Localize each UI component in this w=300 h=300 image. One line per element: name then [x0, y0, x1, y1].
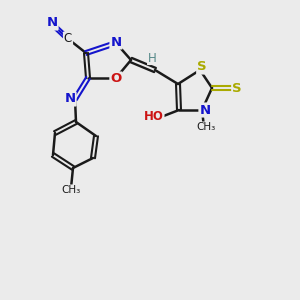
Text: H: H: [148, 52, 156, 64]
Text: CH₃: CH₃: [196, 122, 216, 132]
Text: C: C: [64, 32, 72, 46]
Text: N: N: [110, 35, 122, 49]
Text: S: S: [232, 82, 242, 94]
Text: S: S: [197, 61, 207, 74]
Text: CH₃: CH₃: [61, 185, 81, 195]
Text: N: N: [200, 103, 211, 116]
Text: O: O: [110, 73, 122, 85]
Text: N: N: [64, 92, 76, 106]
Text: HO: HO: [144, 110, 164, 124]
Text: N: N: [46, 16, 58, 29]
